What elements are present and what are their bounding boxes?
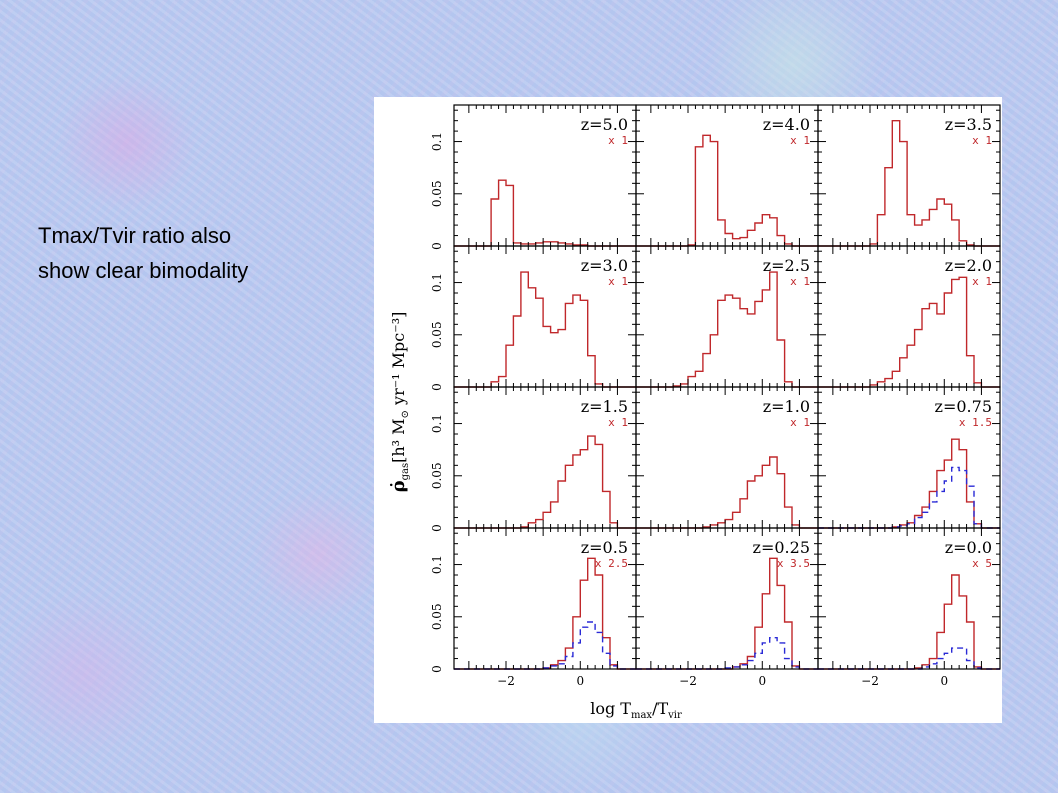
- panel-frame: [817, 527, 1001, 670]
- redshift-label: z=4.0: [763, 115, 810, 134]
- scale-factor-label: x 1: [608, 416, 628, 429]
- y-tick-label: 0: [430, 524, 444, 532]
- y-tick-label: 0: [430, 665, 444, 673]
- histogram-solid-series: [454, 435, 636, 529]
- redshift-label: z=2.0: [945, 256, 992, 275]
- redshift-label: z=5.0: [581, 115, 628, 134]
- redshift-label: z=1.5: [581, 397, 628, 416]
- panel-12: −2 0 z=0.0x 5: [817, 527, 1001, 688]
- histogram-solid-series: [818, 574, 1000, 670]
- scale-factor-label: x 1: [790, 416, 810, 429]
- histogram-grid-chart: 00.050.1z=5.0x 1z=4.0x 1z=3.5x 100.050.1…: [388, 104, 1001, 721]
- panel-4: 0 0.05 0.1 z=3.0x 1: [430, 245, 637, 391]
- scale-factor-label: x 1: [972, 134, 992, 147]
- histogram-figure: 0 0.05 0.1 z=5.0 x 1 z=4.0 x 1 z=3.5 x 1 0 0.05 0.1…: [374, 97, 1002, 723]
- redshift-label: z=0.75: [935, 397, 992, 416]
- histogram-dashed-series: [636, 637, 818, 670]
- y-tick-label: 0: [430, 242, 444, 250]
- histogram-dashed-series: [818, 647, 1000, 670]
- histogram-dashed-series: [454, 621, 636, 670]
- x-tick-label: 0: [940, 674, 948, 688]
- panel-9: z=0.75x 1.5: [817, 386, 1001, 529]
- slide-caption: Tmax/Tvir ratio also show clear bimodali…: [38, 218, 358, 288]
- histogram-solid-series: [454, 179, 636, 247]
- y-tick-label: 0: [430, 383, 444, 391]
- panels-group: 00.050.1z=5.0x 1z=4.0x 1z=3.5x 100.050.1…: [430, 104, 1001, 688]
- scale-factor-label: x 3.5: [777, 557, 810, 570]
- histogram-solid-series: [636, 134, 818, 247]
- y-tick-label: 0.05: [430, 462, 444, 489]
- histogram-dashed-series: [818, 466, 1000, 529]
- scale-factor-label: x 1: [972, 275, 992, 288]
- y-axis-label: ρ̇gas[h³ M⊙ yr⁻¹ Mpc⁻³]: [388, 312, 411, 493]
- panel-3: z=3.5x 1: [817, 104, 1001, 247]
- histogram-solid-series: [636, 456, 818, 529]
- scale-factor-label: x 1: [790, 134, 810, 147]
- redshift-label: z=1.0: [763, 397, 810, 416]
- caption-line-2: show clear bimodality: [38, 258, 249, 283]
- redshift-label: z=0.25: [753, 538, 810, 557]
- scale-factor-label: x 2.5: [595, 557, 628, 570]
- x-tick-label: −2: [497, 674, 515, 688]
- panel-7: 0 0.05 0.1 z=1.5x 1: [430, 386, 637, 532]
- scale-factor-label: x 1: [790, 275, 810, 288]
- histogram-solid-series: [636, 271, 818, 388]
- x-axis-label: log Tmax/Tvir: [590, 699, 682, 721]
- histogram-solid-series: [454, 271, 636, 388]
- histogram-solid-series: [636, 557, 818, 670]
- x-tick-label: 0: [576, 674, 584, 688]
- panel-10: 0 0.05 0.1 −2 0 z=0.5x 2.5: [430, 527, 637, 688]
- x-tick-label: −2: [679, 674, 697, 688]
- panel-6: z=2.0x 1: [817, 245, 1001, 388]
- redshift-label: z=3.5: [945, 115, 992, 134]
- scale-factor-label: x 1: [608, 275, 628, 288]
- redshift-label: z=3.0: [581, 256, 628, 275]
- histogram-solid-series: [818, 276, 1000, 388]
- y-tick-label: 0.05: [430, 321, 444, 348]
- y-tick-label: 0.1: [430, 273, 444, 292]
- scale-factor-label: x 5: [972, 557, 992, 570]
- x-tick-label: 0: [758, 674, 766, 688]
- redshift-label: z=2.5: [763, 256, 810, 275]
- histogram-solid-series: [454, 557, 636, 670]
- scale-factor-label: x 1: [608, 134, 628, 147]
- x-tick-label: −2: [861, 674, 879, 688]
- caption-line-1: Tmax/Tvir ratio also: [38, 223, 232, 248]
- y-tick-label: 0.1: [430, 555, 444, 574]
- scale-factor-label: x 1.5: [959, 416, 992, 429]
- panel-1: 0 0.05 0.1 z=5.0x 1: [430, 104, 637, 250]
- histogram-solid-series: [818, 438, 1000, 529]
- redshift-label: z=0.0: [945, 538, 992, 557]
- panel-2: z=4.0x 1: [635, 104, 819, 247]
- panel-11: −2 0 z=0.25x 3.5: [635, 527, 819, 688]
- y-tick-label: 0.1: [430, 414, 444, 433]
- y-tick-label: 0.05: [430, 180, 444, 207]
- y-tick-label: 0.1: [430, 132, 444, 151]
- redshift-label: z=0.5: [581, 538, 628, 557]
- panel-5: z=2.5x 1: [635, 245, 819, 388]
- y-tick-label: 0.05: [430, 603, 444, 630]
- panel-8: z=1.0x 1: [635, 386, 819, 529]
